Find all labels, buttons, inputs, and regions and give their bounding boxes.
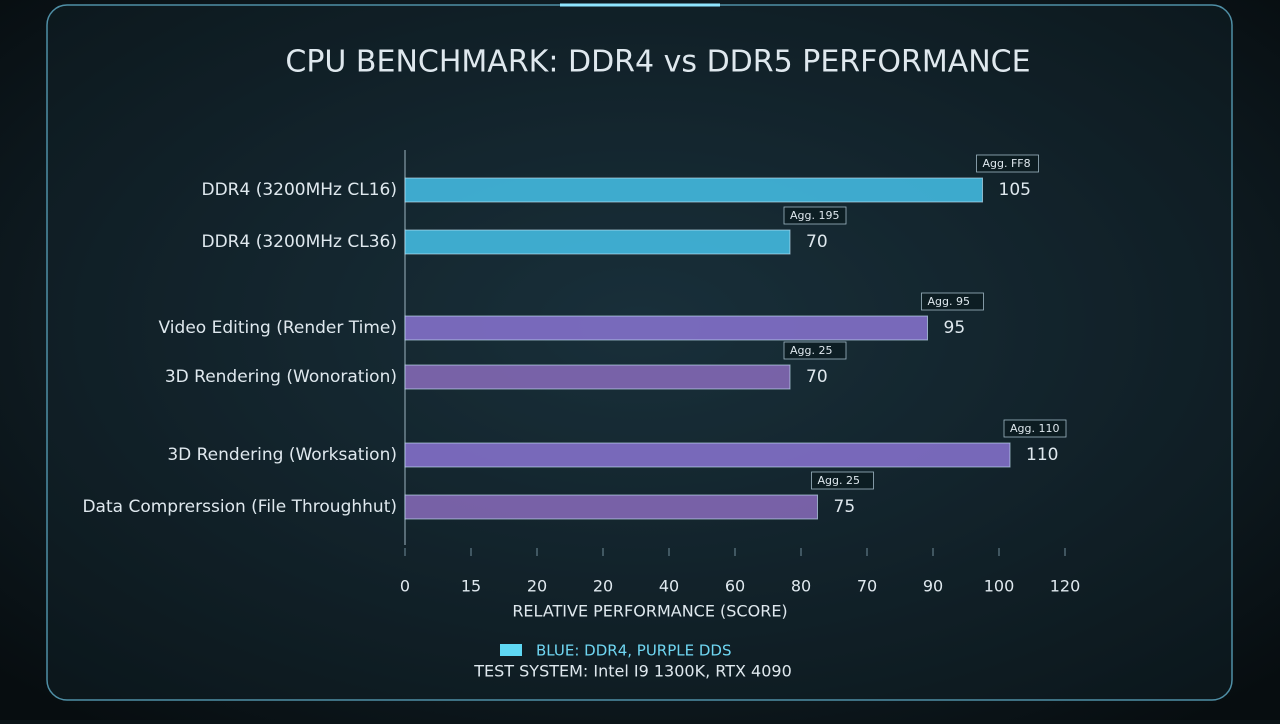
value-label: 95 (944, 318, 966, 338)
value-label: 75 (834, 497, 856, 517)
legend-swatch (500, 644, 522, 656)
bar (404, 364, 791, 390)
x-tick-label: 90 (923, 577, 943, 596)
panel (46, 4, 1233, 701)
x-tick-label: 120 (1050, 577, 1081, 596)
bar (404, 494, 818, 520)
x-tick-label: 60 (725, 577, 745, 596)
legend-text: BLUE: DDR4, PURPLE DDS (536, 642, 732, 660)
value-label: 70 (806, 232, 828, 252)
y-tick-label: Data Comprerssion (File Throughhut) (82, 497, 397, 517)
x-tick-label: 20 (527, 577, 547, 596)
x-tick-label: 0 (400, 577, 410, 596)
annotation-box (976, 154, 1039, 173)
y-tick-label: DDR4 (3200MHz CL16) (202, 180, 398, 200)
annotation: Agg. 95 (928, 295, 970, 308)
bar (404, 229, 791, 255)
x-tick-label: 20 (593, 577, 613, 596)
y-tick-label: Video Editing (Render Time) (159, 318, 397, 338)
annotation: Agg. 110 (1010, 422, 1059, 435)
bar (404, 315, 928, 341)
x-tick-label: 70 (857, 577, 877, 596)
annotation-box (811, 471, 874, 490)
value-label: 70 (806, 367, 828, 387)
bar (404, 442, 1011, 468)
y-tick-label: 3D Rendering (Wonoration) (165, 367, 397, 387)
annotation-box (1003, 419, 1067, 438)
annotation-box (783, 206, 847, 225)
x-tick-label: 100 (984, 577, 1015, 596)
annotation-box (783, 341, 847, 360)
x-tick-label: 80 (791, 577, 811, 596)
value-label: 110 (1026, 445, 1058, 465)
x-axis-label: RELATIVE PERFORMANCE (SCORE) (512, 602, 787, 621)
annotation: Agg. 195 (790, 209, 839, 222)
value-label: 105 (999, 180, 1031, 200)
annotation: Agg. FF8 (983, 157, 1031, 170)
y-tick-label: 3D Rendering (Worksation) (167, 445, 397, 465)
x-tick-label: 15 (461, 577, 481, 596)
bar (404, 177, 983, 203)
x-tick-label: 40 (659, 577, 679, 596)
annotation: Agg. 25 (818, 474, 860, 487)
chart-title: CPU BENCHMARK: DDR4 vs DDR5 PERFORMANCE (285, 45, 1030, 80)
y-tick-label: DDR4 (3200MHz CL36) (202, 232, 398, 252)
annotation: Agg. 25 (790, 344, 832, 357)
footnote: TEST SYSTEM: Intel I9 1300K, RTX 4090 (473, 662, 792, 681)
annotation-box (921, 292, 984, 311)
